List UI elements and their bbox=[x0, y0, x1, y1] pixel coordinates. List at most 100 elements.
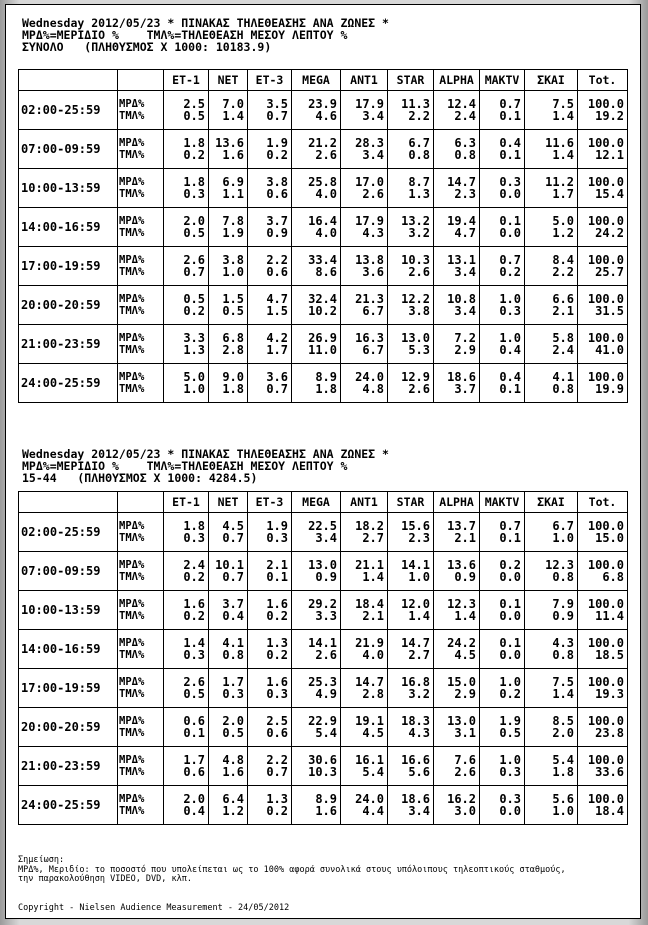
value-cell: 14.1 2.6 bbox=[291, 629, 341, 669]
metric-labels: ΜΡΔ% ΤΜΛ% bbox=[117, 168, 164, 208]
metric-label: ΤΜΛ% bbox=[119, 227, 145, 239]
rating-value: 1.6 bbox=[222, 148, 244, 162]
metric-label: ΤΜΛ% bbox=[119, 266, 145, 278]
share-value: 1.0 bbox=[499, 674, 521, 689]
value-cell: 32.4 10.2 bbox=[291, 285, 341, 325]
share-value: 16.8 bbox=[401, 674, 430, 689]
share-value: 0.3 bbox=[499, 174, 521, 189]
share-value: 7.8 bbox=[222, 213, 244, 228]
rating-value: 0.2 bbox=[183, 148, 205, 162]
rating-value: 3.6 bbox=[362, 265, 384, 279]
share-value: 18.6 bbox=[401, 791, 430, 806]
share-value: 11.6 bbox=[545, 135, 574, 150]
data-row: 24:00-25:59 ΜΡΔ% ΤΜΛ% 2.0 0.4 6.4 1.2 1.3 0.2 8.9… bbox=[18, 785, 628, 825]
value-cell: 0.1 0.0 bbox=[479, 590, 525, 630]
value-cell: 18.4 2.1 bbox=[340, 590, 388, 630]
value-cell: 4.8 1.6 bbox=[208, 746, 248, 786]
rating-value: 0.3 bbox=[183, 531, 205, 545]
rating-value: 0.3 bbox=[499, 304, 521, 318]
value-cell: 16.2 3.0 bbox=[433, 785, 480, 825]
time-slot: 02:00-25:59 bbox=[18, 90, 118, 130]
note-line: ΜΡΔ%, Μεριδίο: το ποσοστό που υπολείπετα… bbox=[18, 864, 566, 875]
share-value: 1.3 bbox=[266, 791, 288, 806]
rating-value: 0.9 bbox=[266, 226, 288, 240]
value-cell: 12.0 1.4 bbox=[387, 590, 434, 630]
share-value: 18.4 bbox=[355, 596, 384, 611]
rating-value: 2.3 bbox=[408, 531, 430, 545]
share-value: 2.0 bbox=[183, 213, 205, 228]
value-cell: 21.9 4.0 bbox=[340, 629, 388, 669]
value-cell: 0.7 0.1 bbox=[479, 90, 525, 130]
share-value: 100.0 bbox=[587, 557, 624, 572]
rating-value: 4.5 bbox=[454, 648, 476, 662]
metric-label: ΤΜΛ% bbox=[119, 188, 145, 200]
value-cell: 1.5 0.5 bbox=[208, 285, 248, 325]
share-value: 0.1 bbox=[499, 596, 521, 611]
rating-value: 0.0 bbox=[499, 804, 521, 818]
share-value: 5.6 bbox=[552, 791, 574, 806]
share-value: 28.3 bbox=[355, 135, 384, 150]
share-value: 30.6 bbox=[308, 752, 337, 767]
metric-label: ΤΜΛ% bbox=[119, 305, 145, 317]
share-value: 33.4 bbox=[308, 252, 337, 267]
value-cell: 1.3 0.2 bbox=[247, 785, 292, 825]
time-slot: 10:00-13:59 bbox=[18, 590, 118, 630]
value-cell: 1.7 0.3 bbox=[208, 668, 248, 708]
column-header: ΣΚΑΙ bbox=[524, 491, 578, 513]
rating-value: 0.9 bbox=[552, 609, 574, 623]
share-value: 17.9 bbox=[355, 213, 384, 228]
metric-label: ΜΡΔ% bbox=[119, 136, 145, 149]
rating-value: 4.7 bbox=[454, 226, 476, 240]
value-cell: 100.0 19.2 bbox=[577, 90, 628, 130]
share-value: 6.4 bbox=[222, 791, 244, 806]
value-cell: 16.4 4.0 bbox=[291, 207, 341, 247]
value-cell: 0.2 0.0 bbox=[479, 551, 525, 591]
share-value: 8.9 bbox=[315, 791, 337, 806]
rating-value: 31.5 bbox=[595, 304, 624, 318]
copyright: Copyright - Nielsen Audience Measurement… bbox=[18, 903, 290, 913]
value-cell: 4.1 0.8 bbox=[208, 629, 248, 669]
rating-value: 0.3 bbox=[499, 765, 521, 779]
rating-value: 0.1 bbox=[499, 382, 521, 396]
value-cell: 23.9 4.6 bbox=[291, 90, 341, 130]
share-value: 21.1 bbox=[355, 557, 384, 572]
value-cell: 24.2 4.5 bbox=[433, 629, 480, 669]
value-cell: 2.6 0.5 bbox=[163, 668, 209, 708]
value-cell: 3.3 1.3 bbox=[163, 324, 209, 364]
value-cell: 12.3 1.4 bbox=[433, 590, 480, 630]
value-cell: 0.6 0.1 bbox=[163, 707, 209, 747]
rating-value: 1.1 bbox=[222, 187, 244, 201]
rating-value: 2.7 bbox=[408, 648, 430, 662]
data-row: 24:00-25:59 ΜΡΔ% ΤΜΛ% 5.0 1.0 9.0 1.8 3.6 0.7 8.9… bbox=[18, 363, 628, 403]
share-value: 4.1 bbox=[222, 635, 244, 650]
value-cell: 19.4 4.7 bbox=[433, 207, 480, 247]
rating-value: 0.2 bbox=[183, 570, 205, 584]
value-cell: 3.7 0.9 bbox=[247, 207, 292, 247]
value-cell: 0.5 0.2 bbox=[163, 285, 209, 325]
share-value: 10.1 bbox=[215, 557, 244, 572]
rating-value: 4.3 bbox=[408, 726, 430, 740]
share-value: 16.2 bbox=[447, 791, 476, 806]
rating-value: 0.6 bbox=[266, 265, 288, 279]
rating-value: 4.3 bbox=[362, 226, 384, 240]
rating-value: 2.8 bbox=[222, 343, 244, 357]
rating-value: 0.3 bbox=[183, 187, 205, 201]
value-cell: 100.0 23.8 bbox=[577, 707, 628, 747]
share-value: 11.3 bbox=[401, 96, 430, 111]
value-cell: 3.7 0.4 bbox=[208, 590, 248, 630]
share-value: 16.4 bbox=[308, 213, 337, 228]
value-cell: 18.3 4.3 bbox=[387, 707, 434, 747]
value-cell: 12.9 2.6 bbox=[387, 363, 434, 403]
value-cell: 1.9 0.3 bbox=[247, 512, 292, 552]
rating-value: 0.7 bbox=[222, 570, 244, 584]
data-row: 10:00-13:59 ΜΡΔ% ΤΜΛ% 1.8 0.3 6.9 1.1 3.8 0.6 25.… bbox=[18, 168, 628, 208]
rating-value: 0.6 bbox=[183, 765, 205, 779]
share-value: 0.4 bbox=[499, 369, 521, 384]
rating-value: 0.3 bbox=[183, 648, 205, 662]
share-value: 12.9 bbox=[401, 369, 430, 384]
share-value: 13.8 bbox=[355, 252, 384, 267]
value-cell: 1.8 0.3 bbox=[163, 512, 209, 552]
rating-value: 1.4 bbox=[222, 109, 244, 123]
rating-value: 1.6 bbox=[222, 765, 244, 779]
value-cell: 25.8 4.0 bbox=[291, 168, 341, 208]
